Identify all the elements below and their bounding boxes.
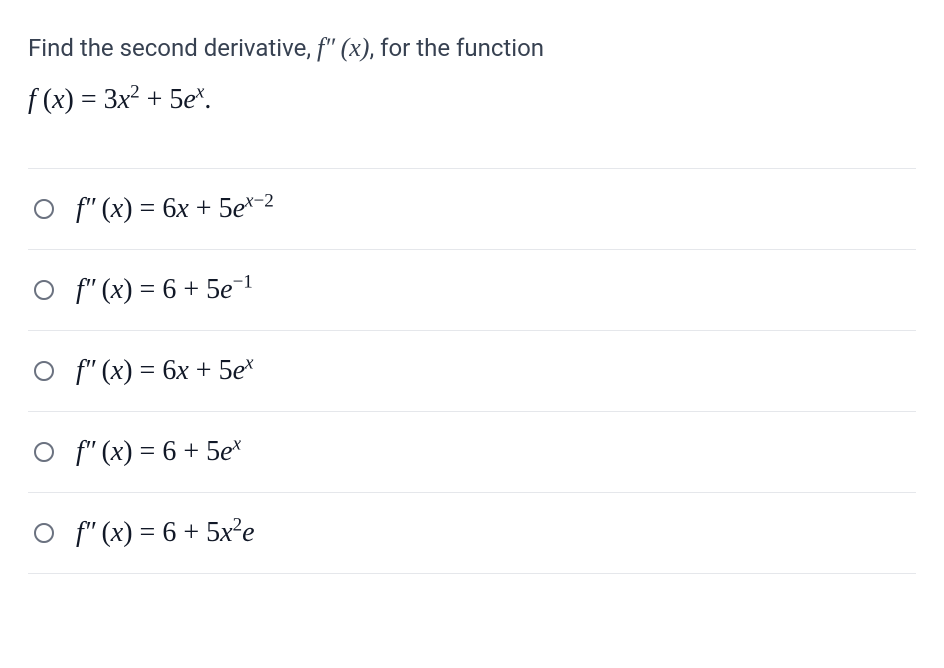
question-prompt: Find the second derivative, f″ (x), for …: [28, 30, 916, 66]
question-text-prefix: Find the second derivative,: [28, 34, 317, 62]
answer-option-d[interactable]: f″ (x) = 6 + 5ex: [28, 412, 916, 493]
question-text-suffix: , for the function: [369, 34, 544, 62]
option-b-math: f″ (x) = 6 + 5e−1: [76, 274, 253, 306]
answer-option-b[interactable]: f″ (x) = 6 + 5e−1: [28, 250, 916, 331]
radio-icon: [34, 442, 54, 462]
radio-icon: [34, 199, 54, 219]
question-math-inline: f″ (x): [317, 33, 369, 62]
option-a-math: f″ (x) = 6x + 5ex−2: [76, 193, 274, 225]
question-container: Find the second derivative, f″ (x), for …: [0, 0, 944, 574]
radio-icon: [34, 361, 54, 381]
option-e-math: f″ (x) = 6 + 5x2e: [76, 517, 255, 549]
radio-icon: [34, 280, 54, 300]
answer-option-a[interactable]: f″ (x) = 6x + 5ex−2: [28, 169, 916, 250]
answer-option-c[interactable]: f″ (x) = 6x + 5ex: [28, 331, 916, 412]
radio-icon: [34, 523, 54, 543]
option-c-math: f″ (x) = 6x + 5ex: [76, 355, 253, 387]
answer-options-list: f″ (x) = 6x + 5ex−2 f″ (x) = 6 + 5e−1 f″…: [28, 168, 916, 574]
answer-option-e[interactable]: f″ (x) = 6 + 5x2e: [28, 493, 916, 574]
question-function-definition: f (x) = 3x2 + 5ex.: [28, 84, 916, 116]
option-d-math: f″ (x) = 6 + 5ex: [76, 436, 241, 468]
